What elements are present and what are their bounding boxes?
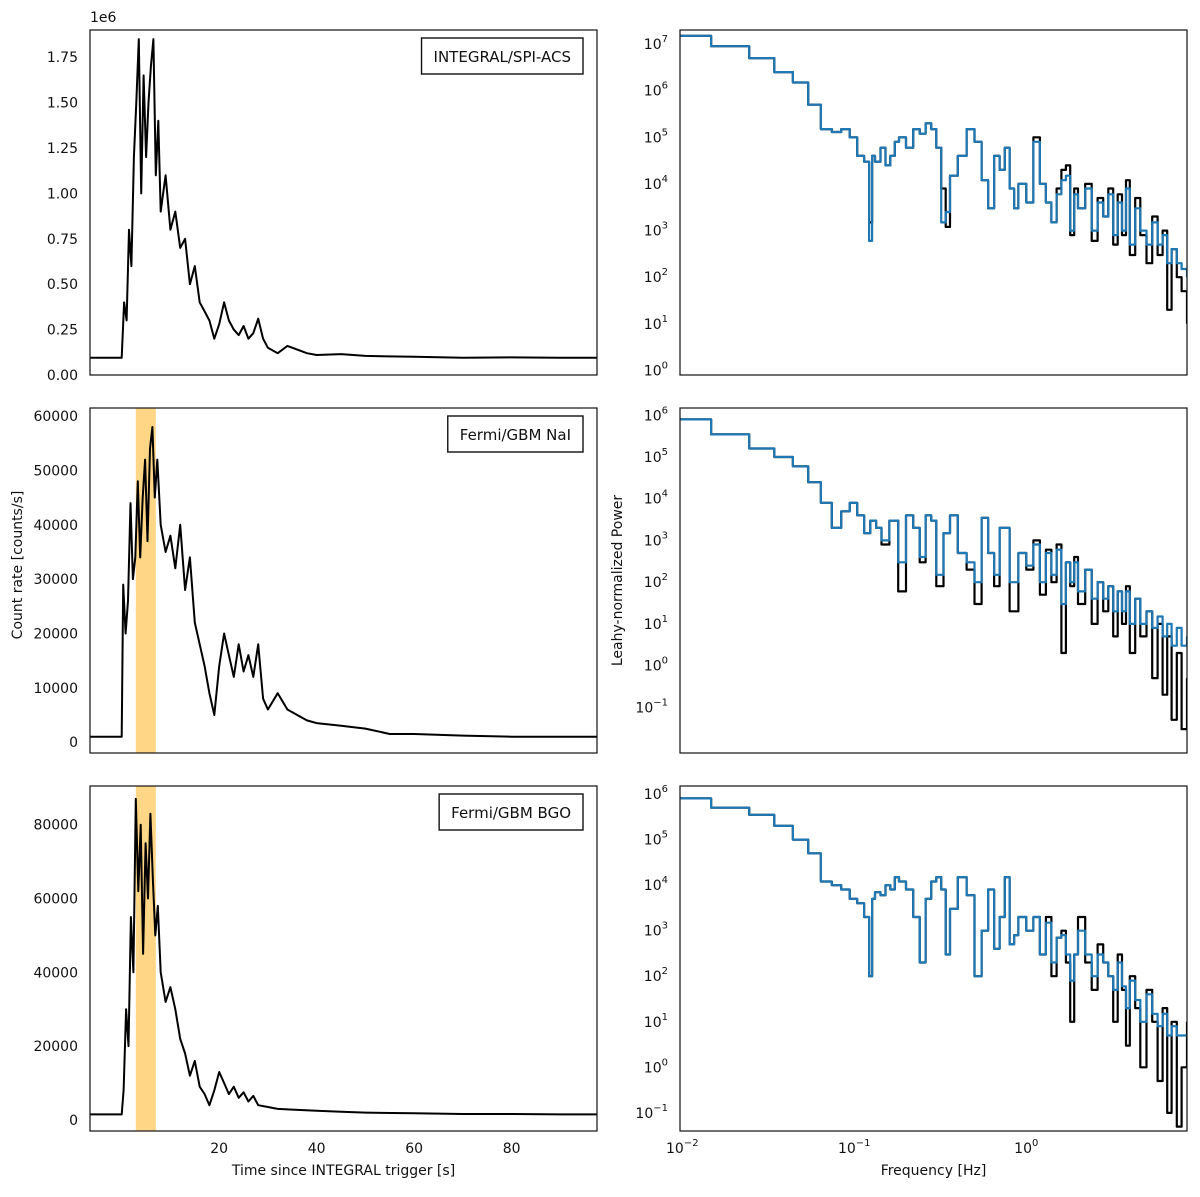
x-tick-label: 10−1 [838, 1138, 871, 1157]
y-tick-label: 106 [644, 405, 668, 424]
x-tick-label: 10−2 [666, 1138, 699, 1157]
y-tick-label: 0 [69, 1113, 78, 1129]
offset-text: 1e6 [90, 10, 117, 26]
y-tick-label: 1.75 [47, 50, 78, 66]
legend-box [438, 793, 584, 831]
y-tick-label: 50000 [33, 463, 78, 479]
y-tick-label: 0.75 [47, 232, 78, 248]
series-line-psd_bgo [680, 797, 1187, 1128]
y-tick-label: 10000 [33, 681, 78, 697]
panel-lc_spi: 0.00 0.25 0.50 0.75 1.00 1.25 1.50 1.75 1e6 INTEG… [47, 10, 598, 384]
x-tick-label: 40 [308, 1141, 326, 1157]
y-tick-label: 104 [644, 489, 668, 508]
highlight-band [135, 786, 156, 1131]
panel-psd_bgo: 10−1 100 101 102 103 104 105 106 10−2 10−1 100 Freq… [635, 784, 1188, 1179]
left-ylabel: Count rate [counts/s] [10, 491, 26, 640]
panel-lc_bgo: 0 20000 40000 60000 80000 20 40 60 80 Fermi/GBM B… [33, 785, 598, 1179]
y-tick-label: 20000 [33, 626, 78, 642]
y-tick-label: 104 [644, 875, 668, 894]
y-tick-label: 107 [644, 34, 668, 53]
y-tick-label: 0.50 [47, 277, 78, 293]
x-tick-label: 20 [210, 1141, 228, 1157]
y-tick-label: 0.25 [47, 323, 78, 339]
series-line-smooth-psd_nai [680, 418, 1187, 647]
series-line-psd_nai [680, 418, 1187, 731]
y-tick-label: 1.25 [47, 141, 78, 157]
y-tick-label: 1.50 [47, 96, 78, 112]
y-tick-label: 40000 [33, 518, 78, 534]
y-tick-label: 105 [644, 447, 668, 466]
y-tick-label: 105 [644, 830, 668, 849]
y-tick-label: 40000 [33, 965, 78, 981]
series-line-smooth-psd_bgo [680, 797, 1187, 1037]
x-axis-label: Frequency [Hz] [881, 1163, 987, 1179]
series-line-psd_spi [680, 34, 1187, 324]
y-tick-label: 106 [644, 784, 668, 803]
y-tick-label: 100 [644, 656, 668, 675]
y-tick-label: 80000 [33, 818, 78, 834]
y-tick-label: 0.00 [47, 368, 78, 384]
axes-frame [679, 785, 1188, 1132]
legend-box [420, 37, 584, 75]
y-tick-label: 101 [644, 314, 668, 333]
highlight-band [135, 408, 156, 753]
y-tick-label: 104 [644, 174, 668, 193]
panel-psd_spi: 100 101 102 103 104 105 106 107 [644, 29, 1188, 379]
y-tick-label: 102 [644, 572, 668, 591]
series-line-lc_nai [90, 426, 597, 738]
y-tick-label: 20000 [33, 1039, 78, 1055]
axes-frame [679, 407, 1188, 754]
y-tick-label: 1.00 [47, 186, 78, 202]
panel-psd_nai: 10−1 100 101 102 103 104 105 106 Leahy-normalize… [610, 405, 1188, 754]
x-tick-label: 100 [1014, 1138, 1038, 1157]
legend-label: Fermi/GBM NaI [460, 426, 571, 444]
y-tick-label: 30000 [33, 572, 78, 588]
series-line-lc_spi [90, 38, 597, 359]
y-tick-label: 101 [644, 614, 668, 633]
y-tick-label: 103 [644, 221, 668, 240]
x-tick-label: 60 [405, 1141, 423, 1157]
x-axis-label: Time since INTEGRAL trigger [s] [231, 1163, 455, 1179]
y-tick-label: 10−1 [635, 697, 668, 716]
legend-box [447, 415, 584, 453]
y-tick-label: 10−1 [635, 1103, 668, 1122]
y-axis-label: Leahy-normalized Power [610, 495, 626, 667]
y-tick-label: 101 [644, 1012, 668, 1031]
legend-label: INTEGRAL/SPI-ACS [434, 48, 571, 66]
panel-lc_nai: 0 10000 20000 30000 40000 50000 60000 Fermi/GBM… [33, 407, 598, 754]
y-tick-label: 60000 [33, 892, 78, 908]
y-tick-label: 60000 [33, 409, 78, 425]
y-tick-label: 105 [644, 127, 668, 146]
y-tick-label: 106 [644, 81, 668, 100]
axes-frame [679, 29, 1188, 376]
series-line-smooth-psd_spi [680, 34, 1187, 278]
axes-frame [89, 407, 598, 754]
y-tick-label: 103 [644, 921, 668, 940]
y-tick-label: 100 [644, 360, 668, 379]
y-tick-label: 0 [69, 735, 78, 751]
y-tick-label: 102 [644, 966, 668, 985]
series-line-lc_bgo [90, 797, 597, 1116]
y-tick-label: 103 [644, 530, 668, 549]
axes-frame [89, 29, 598, 376]
x-tick-label: 80 [503, 1141, 521, 1157]
axes-frame [89, 785, 598, 1132]
legend-label: Fermi/GBM BGO [451, 804, 571, 822]
y-tick-label: 100 [644, 1057, 668, 1076]
y-tick-label: 102 [644, 267, 668, 286]
